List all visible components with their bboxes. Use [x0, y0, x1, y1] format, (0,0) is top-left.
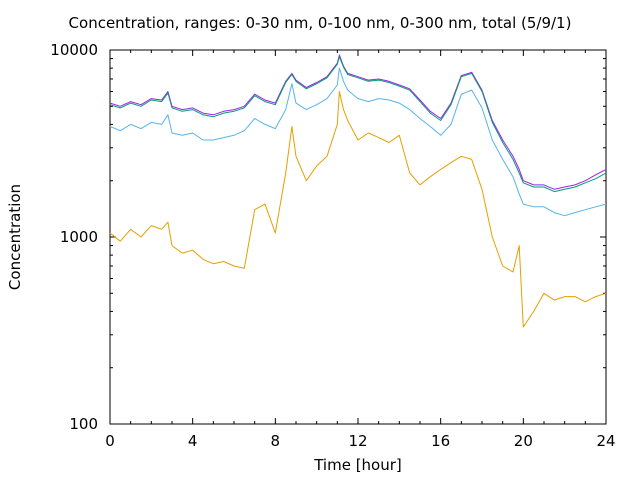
y-tick-label: 1000: [60, 228, 98, 246]
x-tick-label: 20: [514, 432, 533, 450]
y-tick-label: 10000: [50, 41, 98, 59]
y-axis-label: Concentration: [6, 183, 24, 291]
x-tick-label: 12: [348, 432, 367, 450]
x-tick-label: 16: [431, 432, 450, 450]
x-axis-label: Time [hour]: [314, 456, 402, 474]
x-tick-label: 8: [271, 432, 281, 450]
x-tick-label: 0: [105, 432, 115, 450]
series-line-2: [109, 56, 607, 193]
series-line-4: [109, 91, 607, 328]
series-group: [109, 54, 607, 328]
plot-frame: [109, 49, 607, 425]
x-tick-label: 24: [596, 432, 615, 450]
axis-ticks: 0 4 8 12 16 20 24 100 1000 10000: [50, 41, 615, 450]
x-tick-label: 4: [188, 432, 198, 450]
series-line-3: [109, 67, 607, 217]
y-tick-label: 100: [69, 415, 98, 433]
chart-title: Concentration, ranges: 0-30 nm, 0-100 nm…: [68, 14, 572, 32]
series-line-1: [109, 54, 607, 190]
